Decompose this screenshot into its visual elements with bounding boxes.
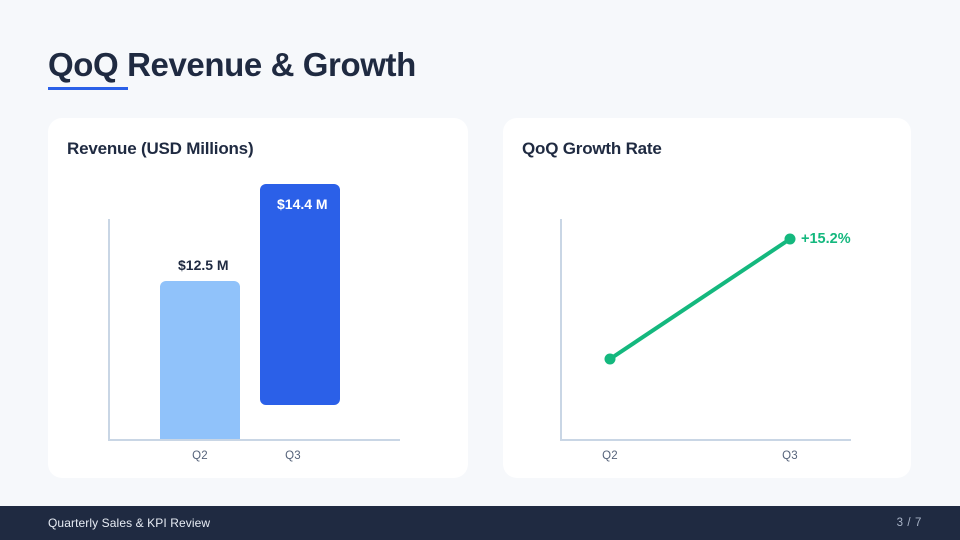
bar-chart-y-axis (108, 219, 110, 439)
page-title-wrap: QoQ Revenue & Growth (48, 44, 416, 86)
bar-q2[interactable] (160, 281, 240, 439)
slide-footer: Quarterly Sales & KPI Review 3 / 7 (0, 506, 960, 540)
page-title: QoQ Revenue & Growth (48, 46, 416, 83)
footer-deck-name: Quarterly Sales & KPI Review (48, 516, 211, 530)
growth-point-q3[interactable] (784, 233, 796, 245)
title-accent-underline (48, 87, 128, 90)
revenue-card: Revenue (USD Millions) $12.5 M $14.4 M Q… (48, 118, 468, 478)
line-chart-tick-q2: Q2 (602, 450, 618, 462)
growth-card-title: QoQ Growth Rate (522, 139, 662, 158)
growth-card: QoQ Growth Rate +15.2% Q2 Q3 (503, 118, 911, 478)
growth-line-chart: +15.2% Q2 Q3 (503, 118, 911, 478)
bar-chart-tick-q3: Q3 (285, 450, 301, 462)
bar-q3-value-label: $14.4 M (277, 196, 328, 212)
bar-q3[interactable] (260, 184, 340, 405)
line-chart-tick-q3: Q3 (782, 450, 798, 462)
growth-line-svg (604, 233, 796, 365)
growth-line-segment (608, 237, 792, 361)
line-chart-y-axis (560, 219, 562, 439)
bar-q2-value-label: $12.5 M (178, 257, 229, 273)
revenue-card-title: Revenue (USD Millions) (67, 139, 254, 158)
growth-point-q2[interactable] (604, 353, 616, 365)
bar-chart-x-axis (108, 439, 400, 441)
footer-page-indicator: 3 / 7 (896, 517, 922, 529)
line-chart-x-axis (560, 439, 851, 441)
growth-point-q3-label: +15.2% (801, 231, 851, 247)
bar-chart-tick-q2: Q2 (192, 450, 208, 462)
revenue-bar-chart: $12.5 M $14.4 M Q2 Q3 (48, 118, 468, 478)
